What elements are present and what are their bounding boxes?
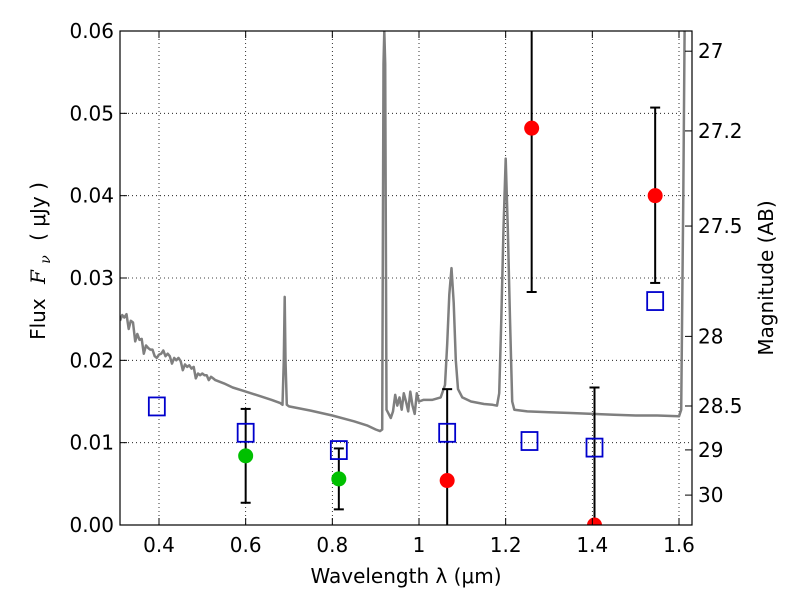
y-tick-label: 0.03 [69, 266, 114, 290]
spectrum-line [120, 31, 686, 433]
right-tick-label: 30 [698, 483, 723, 507]
x-tick-label: 0.8 [316, 533, 348, 557]
measured-flux-point [439, 473, 455, 489]
x-tick-label: 1 [413, 533, 426, 557]
model-flux-square [329, 440, 348, 460]
right-tick-label: 27 [698, 39, 723, 63]
y-axis-label-left: Flux F ν ( μJy ) [26, 182, 55, 340]
plot-frame [119, 30, 693, 526]
model-flux-square [520, 431, 539, 451]
y-tick-label: 0.05 [69, 101, 114, 125]
y-axis-label-unit: ( μJy ) [26, 182, 50, 241]
y-tick-label: 0.02 [69, 348, 114, 372]
y-axis-label-prefix: Flux [26, 298, 50, 340]
ticks: 0.4 0.6 0.8 1 1.2 1.4 1.6 0.00 0.01 0.02 0.03 0.04 0… [69, 19, 742, 557]
x-axis-label: Wavelength λ (μm) [310, 564, 501, 588]
measured-flux-point [331, 471, 347, 487]
y-axis-label-subscript: ν [38, 255, 54, 264]
measured-flux-point [238, 448, 254, 464]
y-tick-label: 0.06 [69, 19, 114, 43]
x-tick-label: 1.6 [663, 533, 695, 557]
model-flux-square [646, 291, 665, 311]
x-tick-label: 1.4 [576, 533, 608, 557]
y-tick-label: 0.00 [69, 513, 114, 537]
right-tick-label: 29 [698, 438, 723, 462]
model-flux-square [236, 422, 255, 443]
right-tick-label: 28 [698, 324, 723, 348]
measured-flux-point [524, 120, 540, 136]
measured-flux-point [587, 517, 602, 525]
grid-lines [120, 30, 692, 526]
x-tick-label: 0.6 [230, 533, 262, 557]
model-flux-square [147, 396, 166, 417]
y-axis-label-right: Magnitude (AB) [754, 200, 778, 355]
y-axis-label-symbol: F [26, 269, 50, 285]
x-tick-label: 0.4 [143, 533, 175, 557]
right-tick-label: 27.2 [698, 119, 743, 143]
x-tick-label: 1.2 [490, 533, 522, 557]
right-tick-label: 27.5 [698, 214, 743, 238]
spectrum-layer [120, 31, 686, 433]
y-tick-label: 0.04 [69, 184, 114, 208]
model-flux-square [585, 437, 604, 458]
y-tick-label: 0.01 [69, 431, 114, 455]
measured-flux-point [647, 188, 663, 204]
marker-layer [147, 120, 665, 525]
right-tick-label: 28.5 [698, 394, 743, 418]
model-flux-square [438, 422, 457, 443]
